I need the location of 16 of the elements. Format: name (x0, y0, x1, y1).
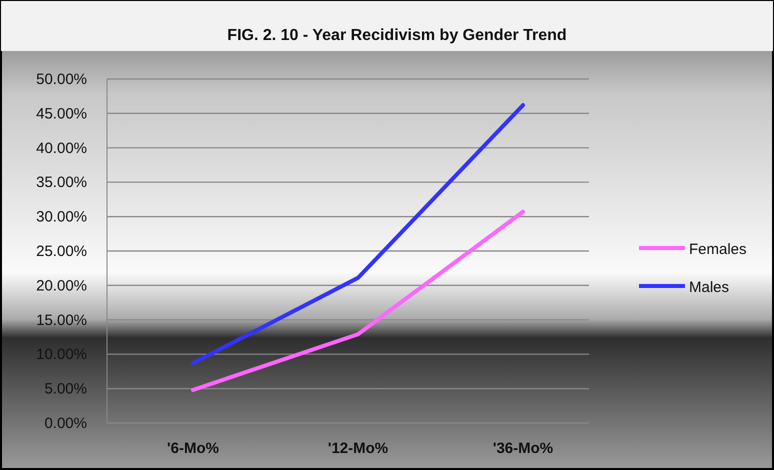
legend-label: Females (689, 241, 747, 258)
y-tick-label: 45.00% (36, 105, 87, 122)
y-tick-label: 40.00% (36, 140, 87, 157)
y-tick-label: 30.00% (36, 208, 87, 226)
y-tick-label: 15.00% (36, 312, 87, 329)
legend-label: Males (689, 279, 730, 296)
y-tick-label: 35.00% (36, 174, 87, 192)
y-tick-label: 20.00% (36, 277, 87, 294)
y-tick-label: 50.00% (36, 71, 87, 88)
x-tick-label: '6-Mo% (167, 440, 219, 457)
y-tick-label: 5.00% (44, 380, 87, 398)
x-tick-label: '36-Mo% (492, 440, 554, 457)
y-tick-label: 25.00% (36, 243, 87, 260)
x-tick-label: '12-Mo% (328, 440, 388, 457)
chart-title: FIG. 2. 10 - Year Recidivism by Gender Trend (227, 27, 567, 44)
y-tick-label: 0.00% (44, 415, 87, 432)
